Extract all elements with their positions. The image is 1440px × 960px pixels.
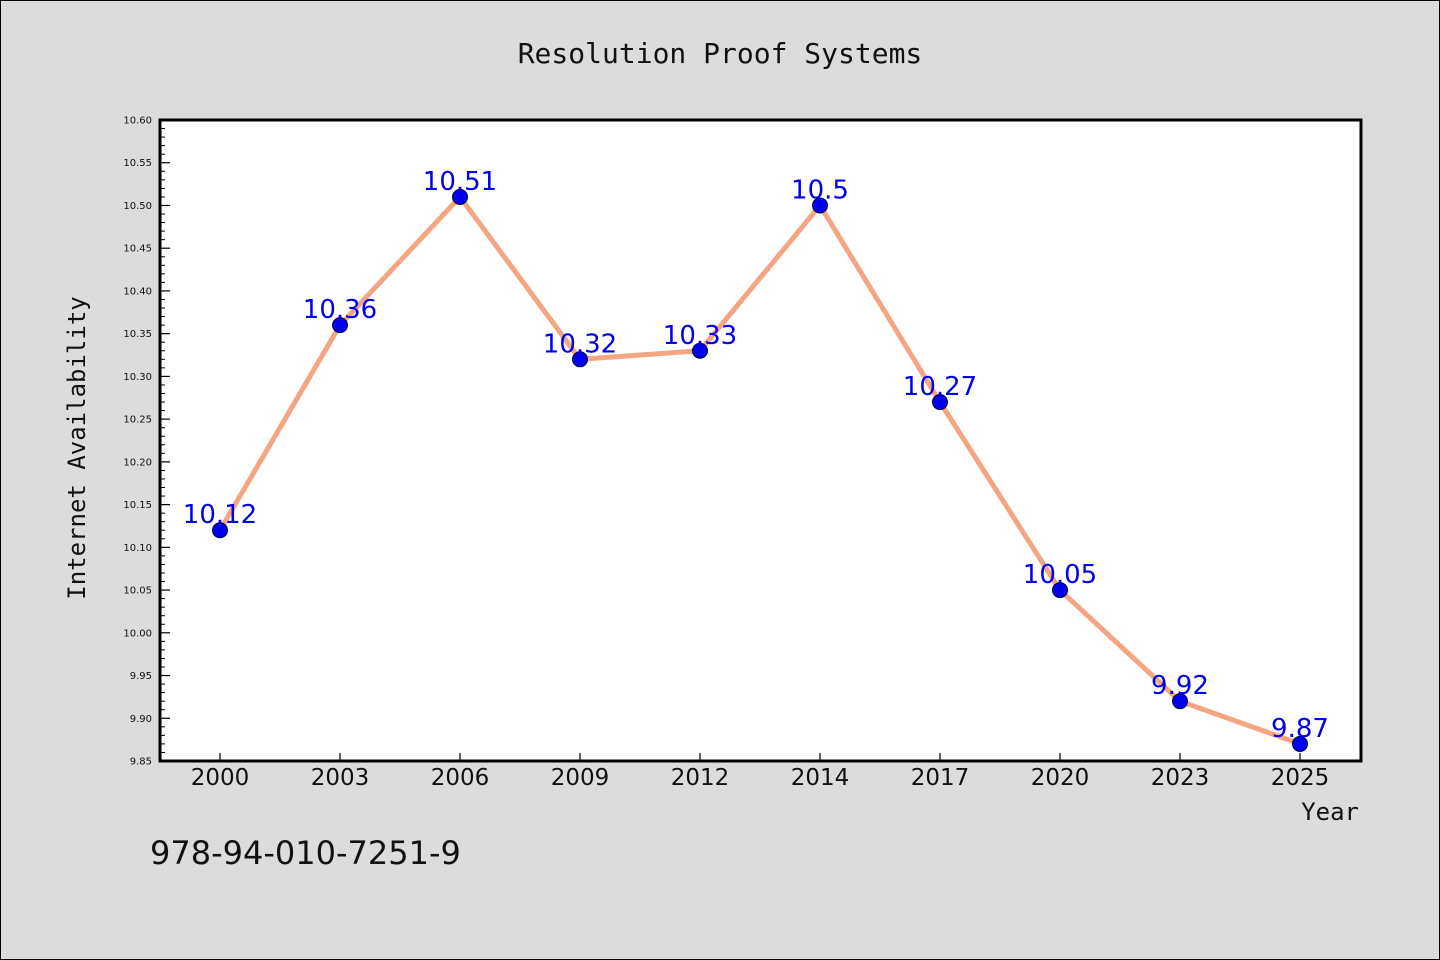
data-point [332, 317, 348, 334]
y-tick-label: 10.20 [123, 457, 152, 468]
data-point [1292, 735, 1308, 752]
data-point [1172, 693, 1188, 710]
x-tick-label: 2009 [551, 765, 610, 791]
y-tick-label: 9.90 [130, 714, 152, 725]
data-point [572, 351, 588, 368]
x-axis-label: Year [1301, 798, 1359, 826]
data-label: 10.27 [903, 372, 977, 402]
data-markers [212, 188, 1308, 752]
data-label: 9.92 [1151, 671, 1209, 701]
data-label: 10.12 [183, 500, 257, 530]
y-tick-label: 10.30 [123, 372, 152, 383]
x-tick-label: 2014 [791, 765, 850, 791]
y-axis-label: Internet Availability [63, 296, 91, 599]
x-tick-label: 2000 [191, 765, 250, 791]
chart-title: Resolution Proof Systems [518, 37, 923, 70]
x-tick-label: 2003 [311, 765, 370, 791]
plot-border [158, 118, 1363, 763]
y-tick-label: 9.95 [130, 671, 152, 682]
y-tick-label: 10.15 [123, 500, 152, 511]
x-tick-label: 2020 [1031, 765, 1090, 791]
plot-area [160, 120, 1361, 761]
x-tick-label: 2017 [911, 765, 970, 791]
data-point [692, 342, 708, 359]
y-tick-label: 10.40 [123, 286, 152, 297]
data-label: 10.51 [423, 167, 497, 197]
data-point [1052, 582, 1068, 599]
x-tick-label: 2025 [1271, 765, 1330, 791]
data-label: 10.5 [791, 175, 849, 205]
y-tick-label: 10.00 [123, 628, 152, 639]
data-label: 10.36 [303, 295, 377, 325]
data-labels: 10.12 10.36 10.51 10.32 10.33 10.5 10.27 10.05 9… [183, 167, 1329, 744]
data-point [932, 394, 948, 411]
y-tick-label: 10.45 [123, 244, 152, 255]
y-tick-label: 10.35 [123, 329, 152, 340]
data-label: 10.32 [543, 329, 617, 359]
x-tick-label: 2006 [431, 765, 490, 791]
data-label: 10.05 [1023, 560, 1097, 590]
data-label: 10.33 [663, 321, 737, 351]
x-tick-label: 2023 [1151, 765, 1210, 791]
data-label: 9.87 [1271, 714, 1329, 744]
y-tick-label: 10.60 [123, 116, 152, 127]
data-point [212, 522, 228, 539]
isbn-text: 978-94-010-7251-9 [150, 834, 461, 872]
x-tick-label: 2012 [671, 765, 730, 791]
y-tick-label: 9.85 [130, 757, 152, 768]
y-tick-label: 10.05 [123, 586, 152, 597]
y-tick-label: 10.10 [123, 543, 152, 554]
series-line [217, 194, 1301, 747]
data-point [452, 188, 468, 205]
y-tick-label: 10.50 [123, 201, 152, 212]
data-point [812, 197, 828, 214]
x-axis-ticks: 2000 2003 2006 2009 2012 2014 2017 2020 2023 2025 [191, 753, 1330, 791]
y-tick-label: 10.25 [123, 415, 152, 426]
y-tick-label: 10.55 [123, 158, 152, 169]
